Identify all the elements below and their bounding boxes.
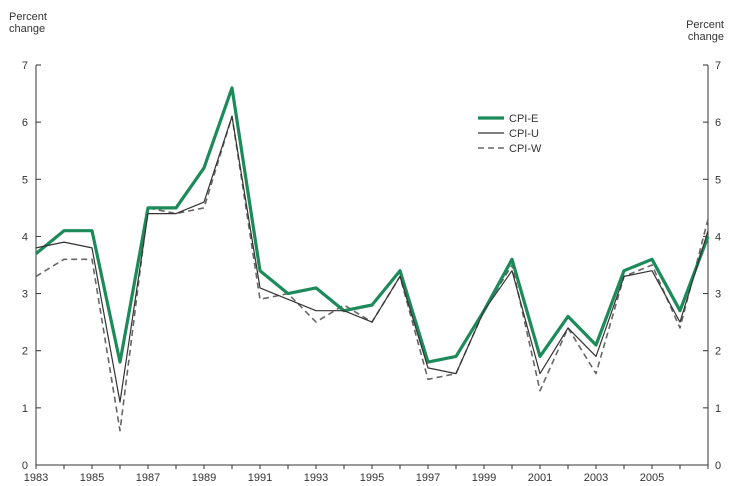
x-tick-label: 1989 [192,472,216,484]
y-tick-label-left: 5 [22,174,28,186]
y-tick-label-right: 2 [715,346,721,358]
y-tick-label-left: 0 [22,460,28,472]
y-tick-label-right: 3 [715,289,721,301]
y-tick-label-right: 4 [715,231,721,243]
y-tick-label-right: 7 [715,60,721,72]
y-tick-label-left: 6 [22,117,28,129]
legend-label-cpi-u: CPI-U [509,128,539,140]
y-axis-label-right-line2: change [687,31,724,43]
y-axis-label-right: Percent change [674,19,724,43]
x-tick-label: 1987 [136,472,160,484]
y-tick-label-right: 0 [715,460,721,472]
x-tick-label: 1997 [416,472,440,484]
y-axis-label-right-line1: Percent [686,19,724,31]
x-tick-label: 1983 [24,472,48,484]
x-tick-label: 2005 [640,472,664,484]
y-axis-label-left-line2: change [9,23,46,35]
y-tick-label-right: 6 [715,117,721,129]
y-tick-label-right: 5 [715,174,721,186]
y-tick-label-left: 7 [22,60,28,72]
x-tick-label: 1991 [248,472,272,484]
x-tick-label: 1999 [472,472,496,484]
y-axis-label-left: Percent change [9,11,47,35]
x-tick-label: 1985 [80,472,104,484]
y-axis-label-left-line1: Percent [9,11,47,23]
x-tick-label: 2001 [528,472,552,484]
y-tick-label-left: 2 [22,346,28,358]
y-tick-label-left: 1 [22,403,28,415]
x-tick-label: 1993 [304,472,328,484]
y-tick-label-left: 4 [22,231,28,243]
y-tick-label-left: 3 [22,289,28,301]
legend-label-cpi-e: CPI-E [509,113,538,125]
series-line-cpi-e [34,86,710,364]
x-tick-label: 1995 [360,472,384,484]
y-tick-label-right: 1 [715,403,721,415]
legend-label-cpi-w: CPI-W [509,143,542,155]
series-line-cpi-u [35,115,709,403]
x-tick-label: 2003 [584,472,608,484]
